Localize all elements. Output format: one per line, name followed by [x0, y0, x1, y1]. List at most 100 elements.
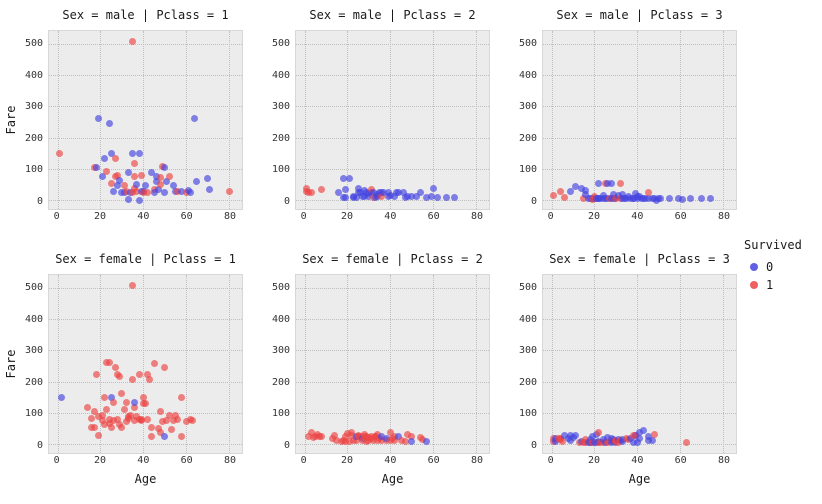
- grid-line: [49, 75, 242, 77]
- data-point: [556, 188, 564, 196]
- data-point: [358, 437, 366, 445]
- data-point: [107, 394, 115, 402]
- data-point: [644, 437, 652, 445]
- data-point: [144, 189, 152, 197]
- grid-line: [543, 381, 736, 383]
- y-tick-labels: 0 100 200 300 400 500: [265, 30, 295, 210]
- data-point: [629, 195, 637, 203]
- grid-line: [680, 31, 682, 209]
- data-point: [105, 419, 113, 427]
- data-point: [595, 429, 603, 437]
- y-tick-label: 400: [24, 69, 43, 81]
- grid-line: [57, 31, 59, 209]
- grid-line: [723, 31, 725, 209]
- data-point: [191, 115, 199, 123]
- data-point: [318, 185, 326, 193]
- grid-line: [543, 412, 736, 414]
- grid-line: [296, 106, 489, 108]
- data-point: [380, 189, 388, 197]
- data-point: [157, 408, 164, 416]
- data-point: [103, 168, 111, 176]
- y-tick-label: 0: [283, 195, 290, 207]
- data-point: [339, 174, 347, 182]
- data-point: [135, 197, 143, 205]
- x-tick-label: 40: [137, 455, 150, 466]
- data-point: [148, 423, 156, 431]
- grid-line: [543, 137, 736, 139]
- grid-line: [49, 137, 242, 139]
- data-point: [131, 399, 139, 407]
- data-point: [103, 406, 111, 414]
- data-point: [118, 423, 126, 431]
- data-point: [152, 178, 160, 186]
- data-point: [331, 432, 339, 440]
- facet-1-1: Sex = female | Pclass = 2 0 100 200 300 400 50…: [249, 248, 496, 492]
- grid-line: [49, 288, 242, 290]
- y-axis-label-text: Fare: [4, 349, 18, 379]
- data-point: [169, 417, 177, 425]
- data-point: [595, 179, 603, 187]
- data-point: [114, 171, 122, 179]
- x-tick-label: 40: [137, 211, 150, 222]
- data-point: [159, 417, 167, 425]
- grid-line: [296, 381, 489, 383]
- grid-line: [296, 412, 489, 414]
- data-point: [571, 183, 579, 191]
- x-tick-row: 0 20 40 60 80: [2, 210, 243, 226]
- data-point: [133, 188, 141, 196]
- data-point: [582, 186, 590, 194]
- data-point: [94, 115, 102, 123]
- data-point: [58, 394, 66, 402]
- data-point: [157, 173, 164, 181]
- grid-line: [296, 137, 489, 139]
- grid-line: [476, 31, 478, 209]
- data-point: [129, 37, 137, 45]
- facet-title: Sex = male | Pclass = 2: [309, 8, 476, 22]
- legend-label: 1: [766, 278, 774, 292]
- grid-line: [296, 350, 489, 352]
- data-point: [401, 438, 409, 446]
- facet-grid: Sex = male | Pclass = 1 Fare 0 100 200 300 400…: [2, 4, 743, 492]
- data-point: [122, 188, 130, 196]
- grid-line: [296, 199, 489, 201]
- y-tick-label: 200: [24, 132, 43, 144]
- data-point: [395, 433, 403, 441]
- data-point: [629, 438, 637, 446]
- data-point: [135, 370, 143, 378]
- x-tick-label: 40: [384, 211, 397, 222]
- data-point: [348, 432, 356, 440]
- grid-line: [304, 31, 306, 209]
- x-axis-label: [48, 226, 243, 246]
- x-tick-label: 60: [427, 455, 440, 466]
- data-point: [343, 430, 351, 438]
- data-point: [114, 415, 122, 423]
- data-point: [129, 281, 137, 289]
- x-tick-label: 40: [384, 455, 397, 466]
- data-point: [636, 429, 643, 437]
- x-tick-label: 0: [300, 211, 307, 222]
- y-tick-label: 100: [24, 164, 43, 176]
- x-tick-label: 60: [180, 455, 193, 466]
- data-point: [105, 415, 113, 423]
- grid-line: [390, 275, 392, 453]
- data-point: [335, 189, 343, 197]
- y-tick-label: 300: [518, 345, 537, 357]
- data-point: [397, 437, 405, 445]
- y-tick-label: 200: [271, 132, 290, 144]
- y-tick-label: 400: [24, 313, 43, 325]
- data-point: [352, 194, 360, 202]
- axis-spacer: [2, 210, 48, 226]
- y-tick-label: 0: [530, 439, 537, 451]
- data-point: [88, 414, 96, 422]
- data-point: [451, 194, 459, 202]
- data-point: [582, 191, 590, 199]
- grid-line: [100, 275, 102, 453]
- facet-1-0: Sex = female | Pclass = 1 Fare 0 100 200 300 4…: [2, 248, 249, 492]
- data-point: [674, 195, 682, 203]
- x-tick-labels: 0 20 40 60 80: [542, 454, 737, 470]
- x-axis-label: [542, 226, 737, 246]
- x-tick-label: 80: [470, 455, 484, 466]
- data-point: [580, 195, 588, 203]
- y-axis-label: [249, 30, 265, 210]
